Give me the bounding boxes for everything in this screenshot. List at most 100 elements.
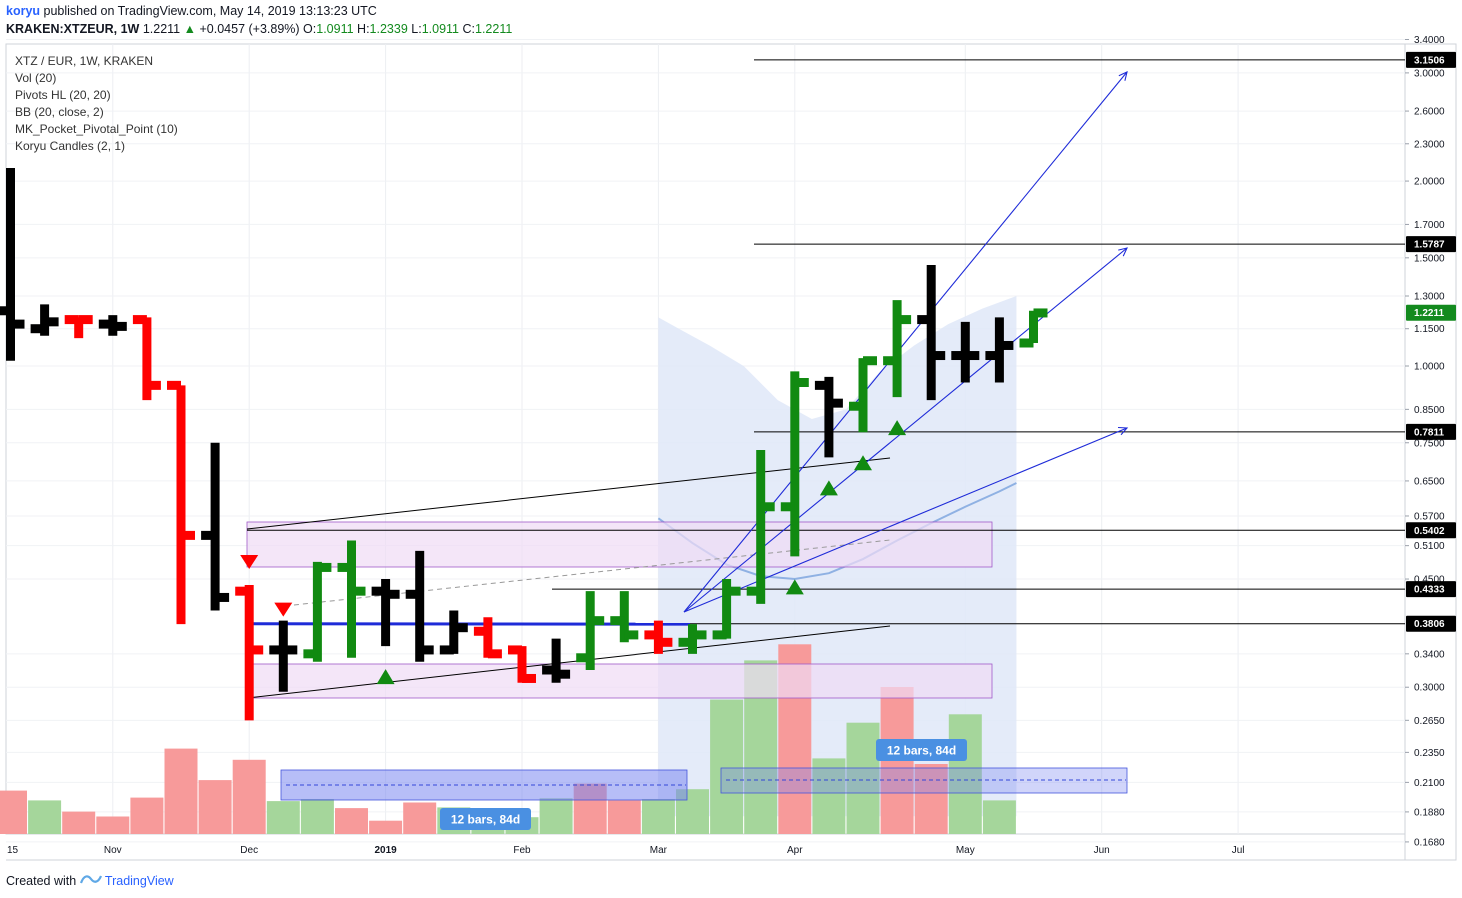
y-tick-label: 1.3000 (1414, 292, 1445, 303)
y-tick-label: 0.4500 (1414, 575, 1445, 586)
arrow-head-icon (1117, 426, 1129, 436)
last-price: 1.2211 (142, 22, 181, 36)
x-tick-label: Dec (240, 845, 258, 856)
volume-bar (62, 811, 96, 834)
y-tick-label: 3.0000 (1414, 68, 1445, 79)
y-tick-label: 2.3000 (1414, 139, 1445, 150)
y-tick-label: 0.1880 (1414, 807, 1445, 818)
open-value: 1.0911 (316, 22, 354, 36)
symbol-bar: KRAKEN:XTZEUR, 1W 1.2211 ▲ +0.0457 (+3.8… (6, 22, 512, 36)
pivot-low-up-triangle-icon (376, 669, 395, 685)
pivot-low-up-triangle-icon (854, 455, 872, 471)
date-range-label-bg (440, 808, 531, 830)
price-axis (1404, 43, 1457, 861)
x-tick-label: 15 (7, 845, 19, 856)
volume-bar (198, 780, 232, 834)
tradingview-link[interactable]: TradingView (104, 874, 174, 888)
volume-bar (130, 797, 164, 834)
date-range-label: 12 bars, 84d (451, 813, 520, 827)
pivot-high-down-triangle-icon (240, 555, 259, 570)
volume-bar (914, 764, 948, 834)
up-arrow-icon: ▲ (183, 22, 196, 36)
price-tag-bg (1406, 581, 1456, 598)
y-tick-label: 0.8500 (1414, 405, 1445, 416)
publish-text: published on TradingView.com, May 14, 20… (40, 4, 377, 18)
y-tick-label: 0.2100 (1414, 778, 1445, 789)
legend-volume[interactable]: Vol (20) (15, 71, 57, 85)
pivot-low-up-triangle-icon (785, 579, 804, 595)
volume-bar (164, 748, 198, 834)
volume-bar (232, 759, 266, 834)
price-tag-label: 1.5787 (1414, 240, 1445, 251)
channel-upper-line (246, 457, 891, 530)
price-tag-label: 1.2211 (1414, 308, 1444, 319)
date-range-box-1 (280, 769, 688, 801)
y-tick-label: 0.1680 (1414, 837, 1445, 848)
high-label: H: (357, 22, 370, 36)
y-tick-label: 1.0000 (1414, 362, 1445, 373)
x-tick-label: Apr (787, 845, 803, 856)
y-tick-label: 0.2650 (1414, 716, 1445, 727)
high-value: 1.2339 (369, 22, 408, 36)
volume-bar (641, 799, 675, 834)
legend-pivots[interactable]: Pivots HL (20, 20) (15, 88, 111, 102)
pivot-low-up-triangle-icon (819, 480, 838, 496)
footer: Created with TradingView (6, 873, 174, 888)
volume-bar (539, 798, 573, 834)
volume-bar (607, 800, 641, 834)
y-tick-label: 0.2350 (1414, 748, 1445, 759)
arrow-head-icon (1118, 247, 1128, 257)
pivot-low-up-triangle-icon (888, 420, 907, 436)
legend-koryu-candles[interactable]: Koryu Candles (2, 1) (15, 139, 126, 153)
volume-bar (982, 800, 1016, 834)
pivot-high-down-triangle-icon (274, 602, 293, 617)
price-tag-label: 3.1506 (1414, 55, 1445, 66)
created-with-text: Created with (6, 874, 77, 888)
price-tag-bg (1406, 423, 1456, 440)
volume-bar (335, 808, 368, 834)
author-link[interactable]: koryu (6, 4, 41, 18)
y-tick-label: 0.6500 (1414, 476, 1445, 487)
y-tick-label: 0.3400 (1414, 649, 1445, 660)
price-tag-label: 0.7811 (1414, 427, 1444, 438)
publish-info: koryu published on TradingView.com, May … (6, 4, 377, 18)
x-tick-label: Jul (1232, 845, 1245, 856)
open-label: O: (303, 22, 317, 36)
y-tick-label: 1.5000 (1414, 253, 1445, 264)
volume-bar (266, 801, 300, 834)
x-tick-label: Feb (513, 845, 531, 856)
date-range-label: 12 bars, 84d (887, 744, 956, 758)
volume-bar (846, 722, 880, 834)
price-tag-label: 0.4333 (1414, 585, 1445, 596)
legend-pocket-pivot[interactable]: MK_Pocket_Pivotal_Point (10) (15, 122, 178, 136)
symbol-label: KRAKEN:XTZEUR, 1W (6, 22, 140, 36)
volume-bar (710, 699, 744, 834)
low-value: 1.0911 (421, 22, 460, 36)
price-tag-bg (1406, 51, 1456, 68)
volume-bar (403, 802, 437, 834)
tradingview-logo-icon (79, 874, 105, 888)
y-tick-label: 2.6000 (1414, 107, 1445, 118)
volume-bar (300, 799, 334, 834)
volume-bar (96, 816, 130, 834)
price-tag-label: 0.3806 (1414, 619, 1445, 630)
price-tag-bg (1406, 615, 1456, 632)
volume-bar (948, 714, 982, 834)
x-tick-label: Jun (1094, 845, 1110, 856)
y-tick-label: 0.3000 (1414, 683, 1445, 694)
date-range-label-bg (876, 739, 967, 761)
price-tag-label: 0.5402 (1414, 526, 1445, 537)
x-tick-label: 2019 (374, 845, 397, 856)
y-tick-label: 0.5700 (1414, 511, 1445, 522)
y-tick-label: 0.5100 (1414, 541, 1445, 552)
y-tick-label: 1.1500 (1414, 324, 1445, 335)
channel-lower-line (246, 625, 891, 699)
x-tick-label: Mar (650, 845, 668, 856)
volume-bar (812, 758, 846, 834)
arrow-head-icon (1118, 71, 1128, 81)
legend-bollinger[interactable]: BB (20, close, 2) (15, 105, 104, 119)
price-tag-bg (1406, 522, 1456, 539)
legend-symbol[interactable]: XTZ / EUR, 1W, KRAKEN (15, 54, 154, 68)
range-box-upper (246, 521, 993, 568)
